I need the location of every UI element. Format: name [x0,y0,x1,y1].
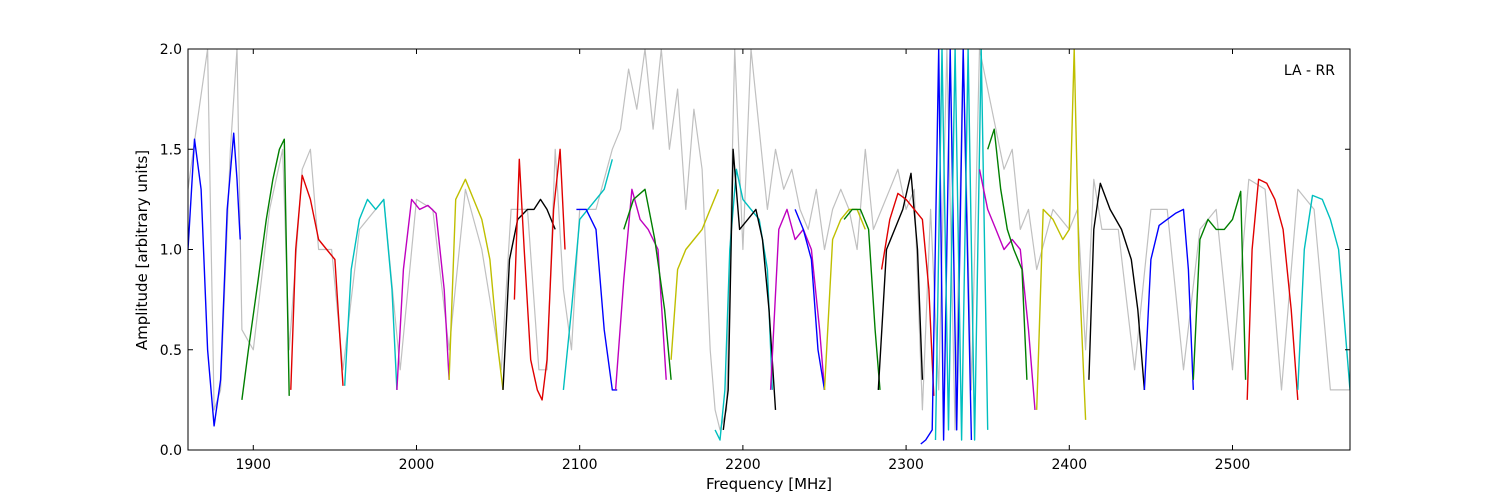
x-axis: 1900 2000 2100 2200 2300 2400 2500 [235,49,1250,473]
series-line-4 [344,198,398,390]
y-tick-label: 1.5 [160,142,182,158]
series-line-1 [188,132,241,427]
plot-traces [188,49,1350,445]
series-line-3 [290,174,344,390]
y-tick-label: 0.0 [160,443,182,459]
series-line-14 [714,168,773,441]
series-line-11 [614,188,667,390]
y-tick-label: 0.5 [160,343,182,359]
x-tick-label: 1900 [235,457,271,473]
series-line-25 [987,128,1028,380]
y-axis-label: Amplitude [arbitrary units] [133,150,151,350]
x-tick-label: 2500 [1215,457,1251,473]
series-line-21 [880,192,935,396]
x-tick-label: 2300 [888,457,924,473]
series-line-18 [823,208,866,390]
series-line-31 [1297,194,1350,390]
y-tick-label: 1.0 [160,243,182,259]
x-tick-label: 2000 [399,457,435,473]
series-line-29 [1192,190,1247,380]
series-line-6 [448,178,504,390]
series-line-2 [241,138,290,400]
series-line-13 [670,189,720,360]
series-line-9 [562,159,613,390]
panel-annotation: LA - RR [1284,63,1335,79]
series-line-12 [623,188,672,380]
series-line-5 [396,198,450,390]
series-line-30 [1246,178,1299,400]
series-line-7 [502,198,556,390]
series-line-22 [920,49,973,445]
series-line-26 [1036,49,1087,420]
x-tick-label: 2200 [725,457,761,473]
x-tick-label: 2100 [562,457,598,473]
y-tick-label: 2.0 [160,42,182,58]
series-line-8 [513,148,566,401]
series-line-19 [843,208,881,390]
background-trace [188,49,1350,431]
series-line-24 [978,169,1036,410]
series-line-15 [722,148,777,430]
y-axis: 0.0 0.5 1.0 1.5 2.0 [160,42,1350,459]
x-axis-label: Frequency [MHz] [706,475,832,493]
series-line-28 [1143,208,1194,390]
plot-frame [187,48,1351,451]
series-line-16 [769,208,826,390]
series-line-20 [877,172,924,390]
series-line-10 [576,208,618,391]
series-line-17 [794,209,826,391]
x-tick-label: 2400 [1051,457,1087,473]
series-line-27 [1088,182,1146,390]
series-line-23 [934,49,989,441]
